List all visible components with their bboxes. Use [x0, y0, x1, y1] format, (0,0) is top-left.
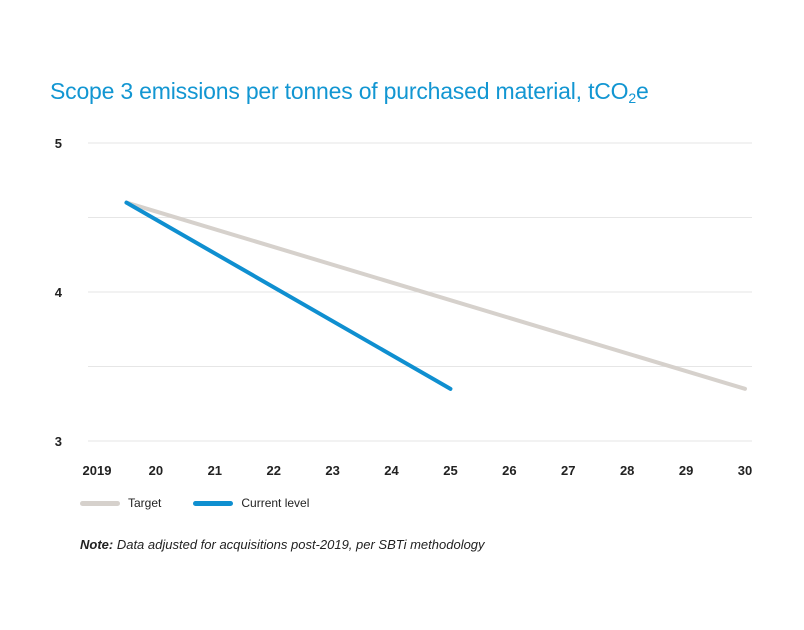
y-tick-label: 4 — [55, 285, 63, 300]
legend-swatch-current-level — [193, 500, 234, 506]
series-line-target — [124, 200, 747, 391]
legend-label-target: Target — [128, 496, 162, 510]
x-tick-label: 28 — [620, 463, 634, 478]
x-tick-label: 2019 — [83, 463, 112, 478]
legend-item-target: Target — [80, 496, 161, 510]
chart-title: Scope 3 emissions per tonnes of purchase… — [50, 78, 649, 106]
x-tick-label: 24 — [384, 463, 399, 478]
legend-item-current-level: Current level — [193, 496, 309, 510]
y-tick-label: 3 — [55, 434, 62, 449]
note-text: Data adjusted for acquisitions post-2019… — [113, 537, 485, 552]
note-label: Note: — [80, 537, 114, 552]
x-tick-label: 20 — [149, 463, 163, 478]
x-tick-label: 25 — [443, 463, 457, 478]
x-tick-label: 23 — [325, 463, 339, 478]
legend-swatch-target — [80, 500, 120, 506]
chart-note: Note: Data adjusted for acquisitions pos… — [80, 537, 485, 552]
title-subscript: 2 — [628, 90, 636, 106]
y-tick-label: 5 — [55, 136, 62, 151]
x-tick-label: 22 — [266, 463, 280, 478]
x-tick-label: 29 — [679, 463, 693, 478]
x-tick-label: 27 — [561, 463, 575, 478]
legend-label-current-level: Current level — [241, 496, 310, 510]
series-line-current-level — [124, 200, 453, 391]
chart-legend: Target Current level — [80, 496, 341, 510]
x-tick-label: 30 — [738, 463, 752, 478]
x-tick-label: 26 — [502, 463, 516, 478]
x-tick-label: 21 — [208, 463, 222, 478]
